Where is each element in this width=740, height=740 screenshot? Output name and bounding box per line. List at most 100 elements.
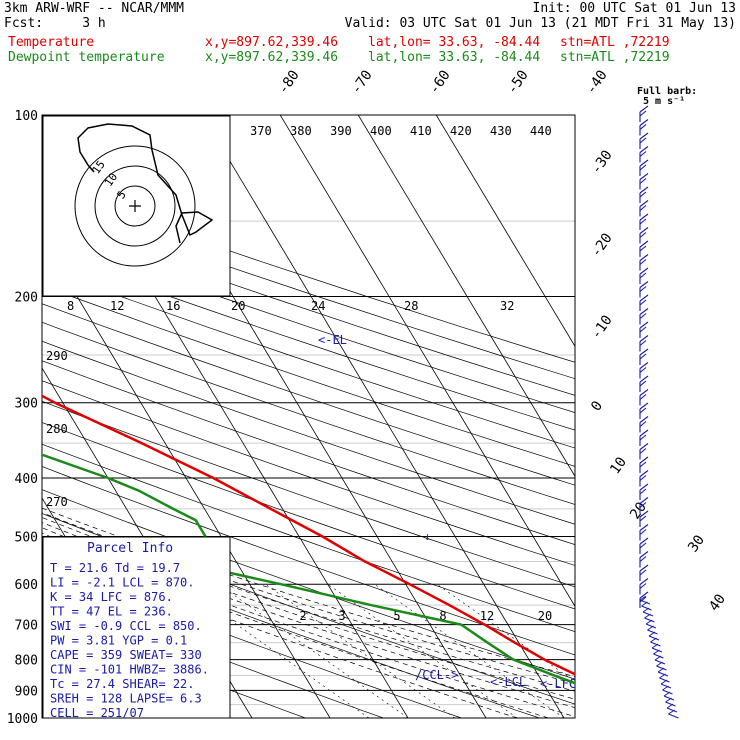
dry-adiabat [42,380,575,566]
wind-barb [639,348,649,365]
dry-adiabat [42,233,575,413]
isotherm-label: 20 [627,499,650,522]
wind-barb [639,551,649,568]
dry-adiabat [42,285,575,467]
wind-scale-label: 12 [110,299,124,313]
wind-barb [639,200,649,217]
parcel-info-row: Tc = 27.4 SHEAR= 22. [50,677,195,691]
wind-barb [648,631,660,641]
wind-scale-label: 24 [311,299,325,313]
wind-barb [639,429,649,446]
isotherm-line [279,115,575,608]
hodograph-trace [77,123,214,244]
parcel-info-row: TT = 47 EL = 236. [50,605,173,619]
isotherm-label: -70 [348,67,376,97]
temperature-profile [42,394,575,676]
pressure-tick-label: 800 [15,654,38,669]
dry-adiabat [42,340,575,525]
level-annotation: <-LCL [490,675,526,689]
theta-label: 390 [330,124,352,138]
temperature-legend: Temperature [8,35,95,50]
wind-barb [639,456,649,473]
pressure-tick-label: 900 [15,684,38,699]
wind-barb [662,685,673,695]
wind-barb [639,213,649,230]
pressure-tick-label: 700 [15,619,38,634]
wind-barb [639,308,649,325]
dewpoint-xy: x,y=897.62,339.46 [205,50,339,65]
theta-label: 430 [490,124,512,138]
isotherm-label: -30 [588,147,616,177]
hodograph-ring-label: 15 [90,158,108,176]
wind-barb [639,281,649,298]
wind-barb [650,637,661,647]
wind-barb [639,267,649,284]
wind-barb [660,679,672,689]
model-title: 3km ARW-WRF -- NCAR/MMM [4,1,185,16]
isotherm-label: 30 [685,532,708,555]
wind-barb [639,146,649,163]
parcel-info-row: CAPE = 359 SWEAT= 330 [50,648,202,662]
wind-barb-label: Full barb: [637,86,697,97]
wind-barb [639,578,649,595]
level-annotation: <-EL [318,333,347,347]
dry-adiabat [42,321,575,505]
wind-barb [639,470,649,487]
parcel-info-row: PW = 3.81 YGP = 0.1 [50,634,187,648]
wind-barb [639,524,649,541]
wind-barb [639,402,649,419]
init-time: Init: 00 UTC Sat 01 Jun 13 [532,1,737,16]
isotherm-line [42,237,331,718]
wind-barb [641,601,652,611]
temperature-latlon: lat,lon= 33.63, -84.44 [368,35,541,50]
hodograph-ring [74,145,196,267]
wind-scale-label: 20 [231,299,245,313]
dewpoint-station: stn=ATL ,72219 [560,50,670,65]
theta-label: 380 [290,124,312,138]
level-annotation: <-LFC [540,677,576,691]
valid-time: Valid: 03 UTC Sat 01 Jun 13 (21 MDT Fri … [344,16,736,31]
wind-scale-label: 28 [404,299,418,313]
parcel-info-title: Parcel Info [87,541,173,556]
mixing-ratio-label: 5 [393,609,400,623]
mixing-ratio-label: 8 [439,609,446,623]
isotherm-label: -60 [426,67,454,97]
wind-barb [644,613,655,623]
wind-barb [656,661,667,671]
isotherm-line [201,115,565,718]
isotherm-line [435,115,575,348]
parcel-info-row: CELL = 251/07 [50,706,144,720]
wind-barb [665,697,676,707]
hodograph-ring [114,185,156,227]
forecast-hour: Fcst: 3 h [4,16,106,31]
dewpoint-profile [42,453,575,685]
isotherm-label: -80 [275,67,303,97]
wind-barb [639,132,649,149]
wind-barb [642,607,654,617]
wind-barb [639,159,649,176]
dry-adiabat [42,589,384,718]
hodograph-ring [94,165,176,247]
wind-barb [639,375,649,392]
parcel-info-row: K = 34 LFC = 876. [50,590,173,604]
parcel-marker: ↓ [424,530,431,543]
dry-adiabat [42,267,575,449]
isotherm-label: 10 [607,454,630,477]
hodograph-origin [129,200,141,212]
theta-label: 400 [370,124,392,138]
wind-barb [639,595,651,605]
wind-barb [653,649,664,659]
wind-barb [659,673,670,683]
dry-adiabat [42,184,575,363]
wind-barb [668,709,679,719]
theta-label: 440 [530,124,552,138]
wind-barb [639,119,649,136]
wind-barb [639,483,649,500]
wind-barb [639,389,649,406]
pressure-tick-label: 400 [15,472,38,487]
parcel-info-row: LI = -2.1 LCL = 870. [50,576,195,590]
parcel-info-row: T = 21.6 Td = 19.7 [50,561,180,575]
mixing-ratio-label: 3 [338,609,345,623]
theta-left-label: 290 [46,349,68,363]
wind-barb [639,240,649,257]
